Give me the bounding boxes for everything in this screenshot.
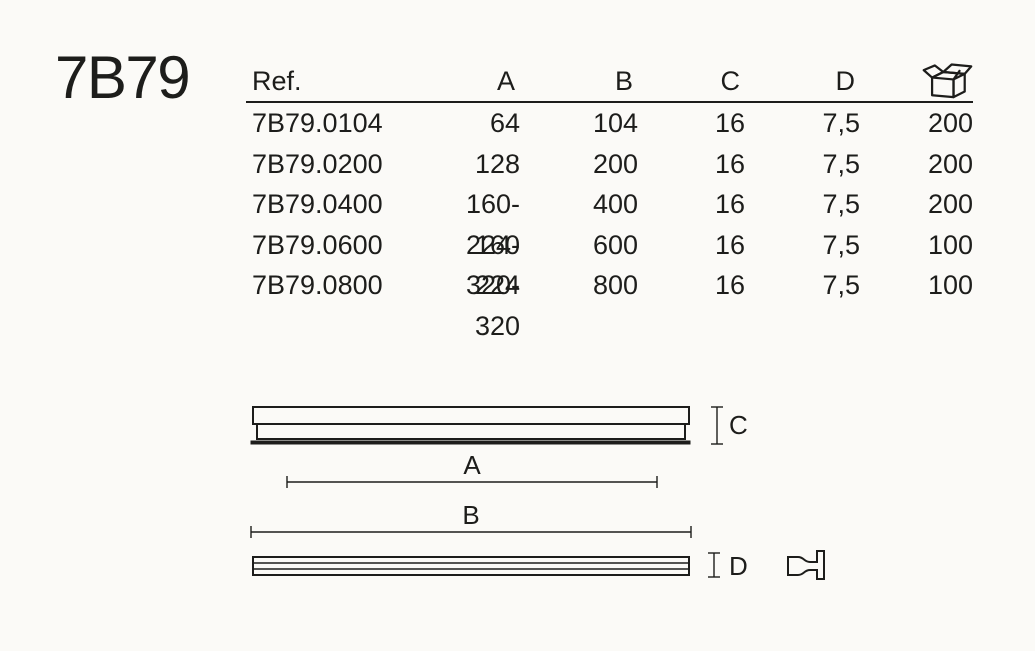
dim-line-b — [250, 526, 692, 538]
col-header-packaging — [860, 58, 973, 101]
cell-pack: 200 — [927, 108, 973, 138]
cell-c: 16 — [714, 189, 745, 220]
cell-b: 400 — [592, 189, 638, 220]
cell-a: 64 — [489, 108, 520, 138]
col-header-a: A — [496, 66, 515, 96]
table-row: 7B79.0600 224-224 600 16 7,5 100 — [246, 225, 973, 301]
cell-a: 320-320 — [465, 270, 520, 341]
cell-pack: 200 — [927, 148, 973, 179]
cell-b: 800 — [592, 270, 638, 301]
cell-pack: 100 — [927, 270, 973, 301]
dim-line-a — [286, 476, 658, 488]
table-row: 7B79.0800 320-320 800 16 7,5 100 — [246, 265, 973, 341]
col-header-b: B — [614, 66, 633, 96]
cell-ref: 7B79.0200 — [252, 148, 383, 179]
cell-b: 104 — [592, 108, 638, 138]
dim-label-c: C — [729, 410, 748, 440]
cell-d: 7,5 — [822, 148, 860, 179]
col-header-c: C — [720, 66, 741, 96]
cell-c: 16 — [714, 148, 745, 179]
table-row: 7B79.0400 160-160 400 16 7,5 200 — [246, 184, 973, 260]
cell-d: 7,5 — [822, 108, 860, 138]
cell-ref: 7B79.0800 — [252, 270, 383, 301]
col-header-d: D — [835, 66, 856, 96]
plan-view-drawing — [252, 556, 690, 576]
spec-table: Ref. A B C D 7B79.0104 — [246, 58, 973, 341]
cell-d: 7,5 — [822, 270, 860, 301]
cell-a: 160-160 — [465, 189, 520, 260]
cell-ref: 7B79.0600 — [252, 229, 383, 260]
cell-c: 16 — [714, 108, 745, 138]
cell-pack: 200 — [927, 189, 973, 220]
cell-b: 600 — [592, 229, 638, 260]
dim-label-a: A — [463, 450, 481, 480]
dim-marker-c — [711, 406, 723, 445]
dim-label-d: D — [729, 551, 748, 581]
open-box-icon — [922, 63, 973, 99]
cell-a: 128 — [474, 148, 520, 179]
cell-c: 16 — [714, 270, 745, 301]
dim-marker-d — [708, 552, 720, 578]
cell-c: 16 — [714, 229, 745, 260]
side-view-drawing — [250, 406, 691, 445]
cell-b: 200 — [592, 148, 638, 179]
col-header-ref: Ref. — [252, 66, 302, 96]
side-view-web — [256, 423, 686, 440]
side-view-top-flange — [252, 406, 690, 425]
cross-section-icon — [787, 550, 825, 580]
dim-label-b: B — [462, 500, 479, 530]
cell-pack: 100 — [927, 229, 973, 260]
side-view-base-strip — [250, 440, 691, 445]
cell-ref: 7B79.0400 — [252, 189, 383, 220]
cell-a: 224-224 — [465, 229, 520, 301]
table-row: 7B79.0200 128 200 16 7,5 200 — [246, 144, 973, 185]
table-row: 7B79.0104 64 104 16 7,5 200 — [246, 103, 973, 144]
technical-drawing: C A B — [250, 406, 825, 581]
product-code: 7B79 — [55, 44, 191, 111]
cell-d: 7,5 — [822, 189, 860, 220]
cell-d: 7,5 — [822, 229, 860, 260]
cell-ref: 7B79.0104 — [252, 108, 383, 138]
table-header-row: Ref. A B C D — [246, 58, 973, 103]
